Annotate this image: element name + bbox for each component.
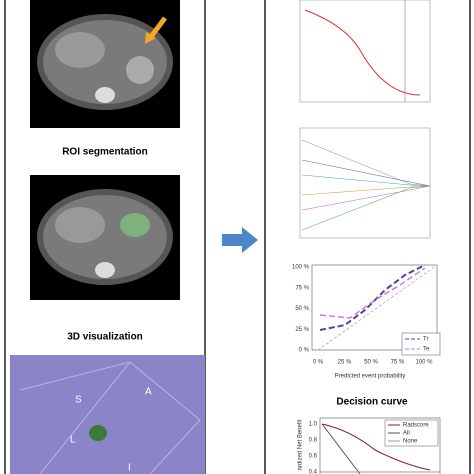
3d-box	[19, 361, 201, 474]
y-tick-label: 0 %	[299, 348, 310, 354]
y-tick-label: 100 %	[292, 265, 310, 271]
lasso-path-plot	[299, 127, 431, 239]
ct-spine	[95, 87, 115, 103]
legend-entry: Tr	[423, 337, 428, 343]
orient-s: S	[75, 395, 82, 406]
decision-plot	[319, 417, 441, 474]
arrow-head	[145, 32, 156, 44]
3d-tumor	[89, 425, 107, 441]
orient-i: I	[128, 463, 131, 474]
y-axis-label: ardized Net Benefit	[298, 419, 304, 470]
decision-title: Decision curve	[336, 397, 408, 408]
x-tick-label: 100 %	[415, 360, 433, 366]
x-tick-label: 25 %	[338, 360, 352, 366]
legend-entry: Te	[423, 347, 430, 353]
right-frame	[264, 0, 471, 474]
x-tick-label: 0 %	[313, 360, 324, 366]
orient-a: A	[145, 387, 152, 398]
orient-l: L	[70, 435, 76, 446]
calibration-plot	[311, 264, 438, 351]
legend-entry: All	[403, 431, 410, 437]
x-tick-label: 75 %	[391, 360, 405, 366]
lasso-cv-curve	[304, 9, 421, 96]
y-tick-label: 25 %	[295, 327, 309, 333]
ct-spine	[95, 262, 115, 278]
all-curve	[321, 423, 361, 474]
y-tick-label: 0.4	[309, 470, 318, 474]
arrow	[148, 16, 167, 40]
x-tick-label: 50 %	[364, 360, 378, 366]
lasso-cv-plot	[299, 0, 431, 103]
roi-label: ROI segmentation	[62, 147, 148, 158]
y-tick-label: 1.0	[309, 422, 318, 428]
y-tick-label: 50 %	[295, 306, 309, 312]
3d-view	[10, 355, 205, 474]
roi-mask	[120, 213, 150, 237]
legend	[401, 332, 441, 356]
lasso-paths	[301, 139, 431, 231]
ct-liver	[55, 207, 105, 243]
test-curve	[319, 267, 426, 319]
x-axis-label: Predicted event probability	[335, 374, 406, 380]
ct-kidney	[126, 56, 154, 84]
ideal-line	[317, 264, 438, 351]
train-curve	[319, 264, 426, 331]
legend-entry: None	[403, 439, 418, 445]
viz-label: 3D visualization	[67, 332, 143, 343]
flow-arrow	[222, 227, 258, 253]
y-tick-label: 0.6	[309, 454, 318, 460]
y-tick-label: 0.8	[309, 438, 318, 444]
radscore-curve	[321, 423, 431, 471]
ct-liver	[55, 32, 105, 68]
legend-entry: Radscore	[403, 423, 429, 429]
y-tick-label: 75 %	[295, 285, 309, 291]
